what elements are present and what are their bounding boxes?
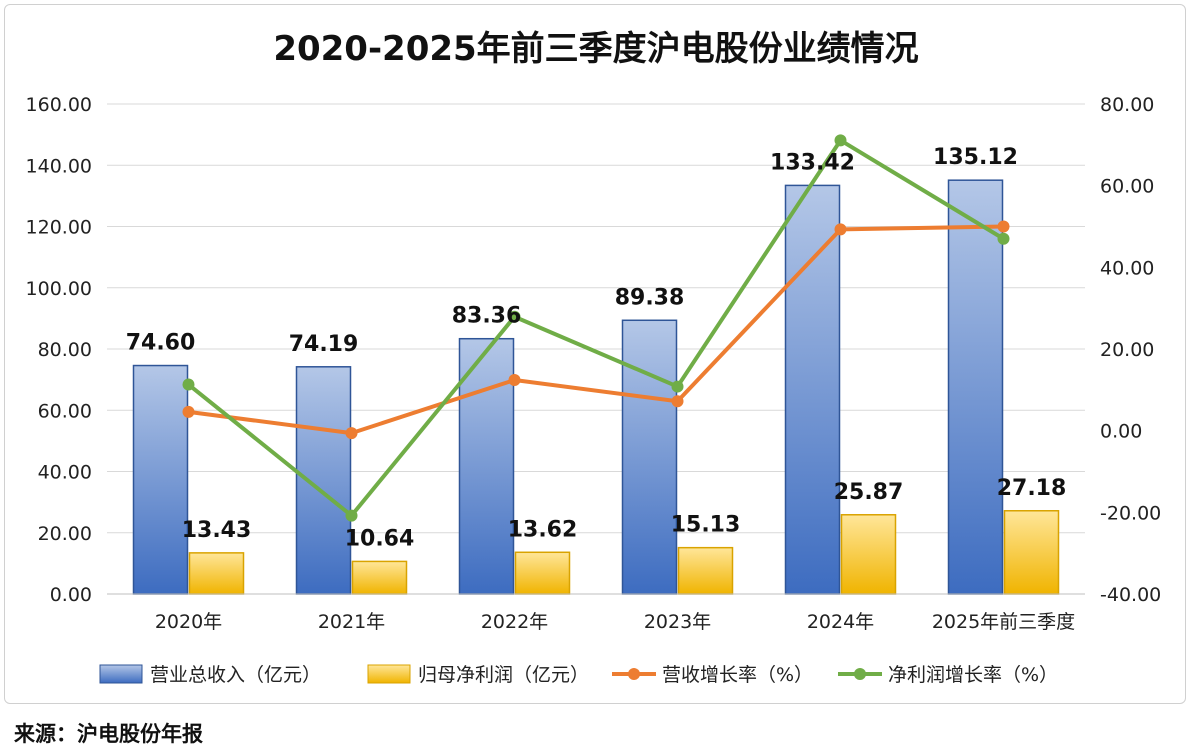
left-tick-label: 140.00 [26,155,92,177]
legend-revenue-label: 营业总收入（亿元） [150,664,321,686]
profit-growth-line [187,138,1005,518]
left-tick-label: 100.00 [26,278,92,300]
revenue-bar [621,319,678,595]
revenue-bar [947,179,1004,595]
left-tick-label: 0.00 [50,584,92,606]
right-tick-label: 20.00 [1100,339,1154,361]
revenue-growth-point [345,427,358,440]
revenue-data-label: 74.19 [289,332,359,357]
profit-growth-point [997,232,1010,245]
right-tick-label: 40.00 [1100,257,1154,279]
revenue-bar [132,364,189,595]
profit-data-label: 25.87 [834,480,904,505]
chart-svg: 2020-2025年前三季度沪电股份业绩情况 74.60 74.19 83.36 89… [26,29,1162,686]
x-tick-label: 2021年 [318,611,385,633]
profit-data-label: 13.43 [182,518,252,543]
revenue-data-label: 83.36 [452,304,522,329]
revenue-growth-line [188,224,1004,436]
profit-bar [840,514,897,595]
chart-frame [4,4,1186,704]
right-tick-label: -40.00 [1100,584,1161,606]
x-tick-label: 2024年 [807,611,874,633]
x-tick-label: 2023年 [644,611,711,633]
profit-bar [1003,510,1060,595]
left-tick-label: 160.00 [26,94,92,116]
x-tick-label: 2025年前三季度 [932,611,1075,633]
revenue-growth-point [182,405,195,418]
legend-profit-growth-marker [854,668,866,680]
left-tick-label: 20.00 [38,523,92,545]
x-tick-label: 2022年 [481,611,548,633]
profit-data-label: 13.62 [508,517,578,542]
legend-revenue-growth-label: 营收增长率（%） [662,664,813,686]
revenue-data-label: 89.38 [615,285,685,310]
revenue-data-label: 133.42 [770,150,855,175]
legend-profit-label: 归母净利润（亿元） [418,664,589,686]
profit-data-label: 15.13 [671,513,741,538]
profit-growth-point [508,310,521,323]
profit-data-label: 10.64 [345,526,415,551]
profit-growth-point [345,509,358,522]
profit-data-label: 27.18 [997,476,1067,501]
revenue-growth-point [508,374,521,387]
right-tick-label: 60.00 [1100,176,1154,198]
legend-profit-growth-label: 净利润增长率（%） [888,664,1058,686]
right-tick-label: 0.00 [1100,421,1142,443]
legend-profit-swatch [367,664,411,684]
profit-growth-point [671,380,684,393]
chart-title: 2020-2025年前三季度沪电股份业绩情况 [273,29,918,69]
left-tick-label: 120.00 [26,217,92,239]
profit-bar [351,560,408,595]
revenue-growth-point [997,220,1010,233]
left-tick-label: 40.00 [38,462,92,484]
revenue-data-label: 135.12 [933,145,1018,170]
revenue-bar [295,366,352,595]
x-tick-label: 2020年 [155,611,222,633]
profit-growth-point [834,134,847,147]
revenue-bar [784,184,841,595]
right-tick-label: -20.00 [1100,502,1161,524]
profit-bar [514,551,571,595]
profit-growth-point [182,378,195,391]
revenue-data-label: 74.60 [126,331,196,356]
right-tick-label: 80.00 [1100,94,1154,116]
profit-bar [188,552,245,595]
revenue-growth-point [834,223,847,236]
legend-revenue-growth-marker [628,668,640,680]
profit-bar [677,546,734,595]
source-note: 来源：沪电股份年报 [14,722,203,746]
legend-revenue-swatch [99,664,143,684]
left-tick-label: 60.00 [38,400,92,422]
left-tick-label: 80.00 [38,339,92,361]
revenue-growth-point [671,395,684,408]
